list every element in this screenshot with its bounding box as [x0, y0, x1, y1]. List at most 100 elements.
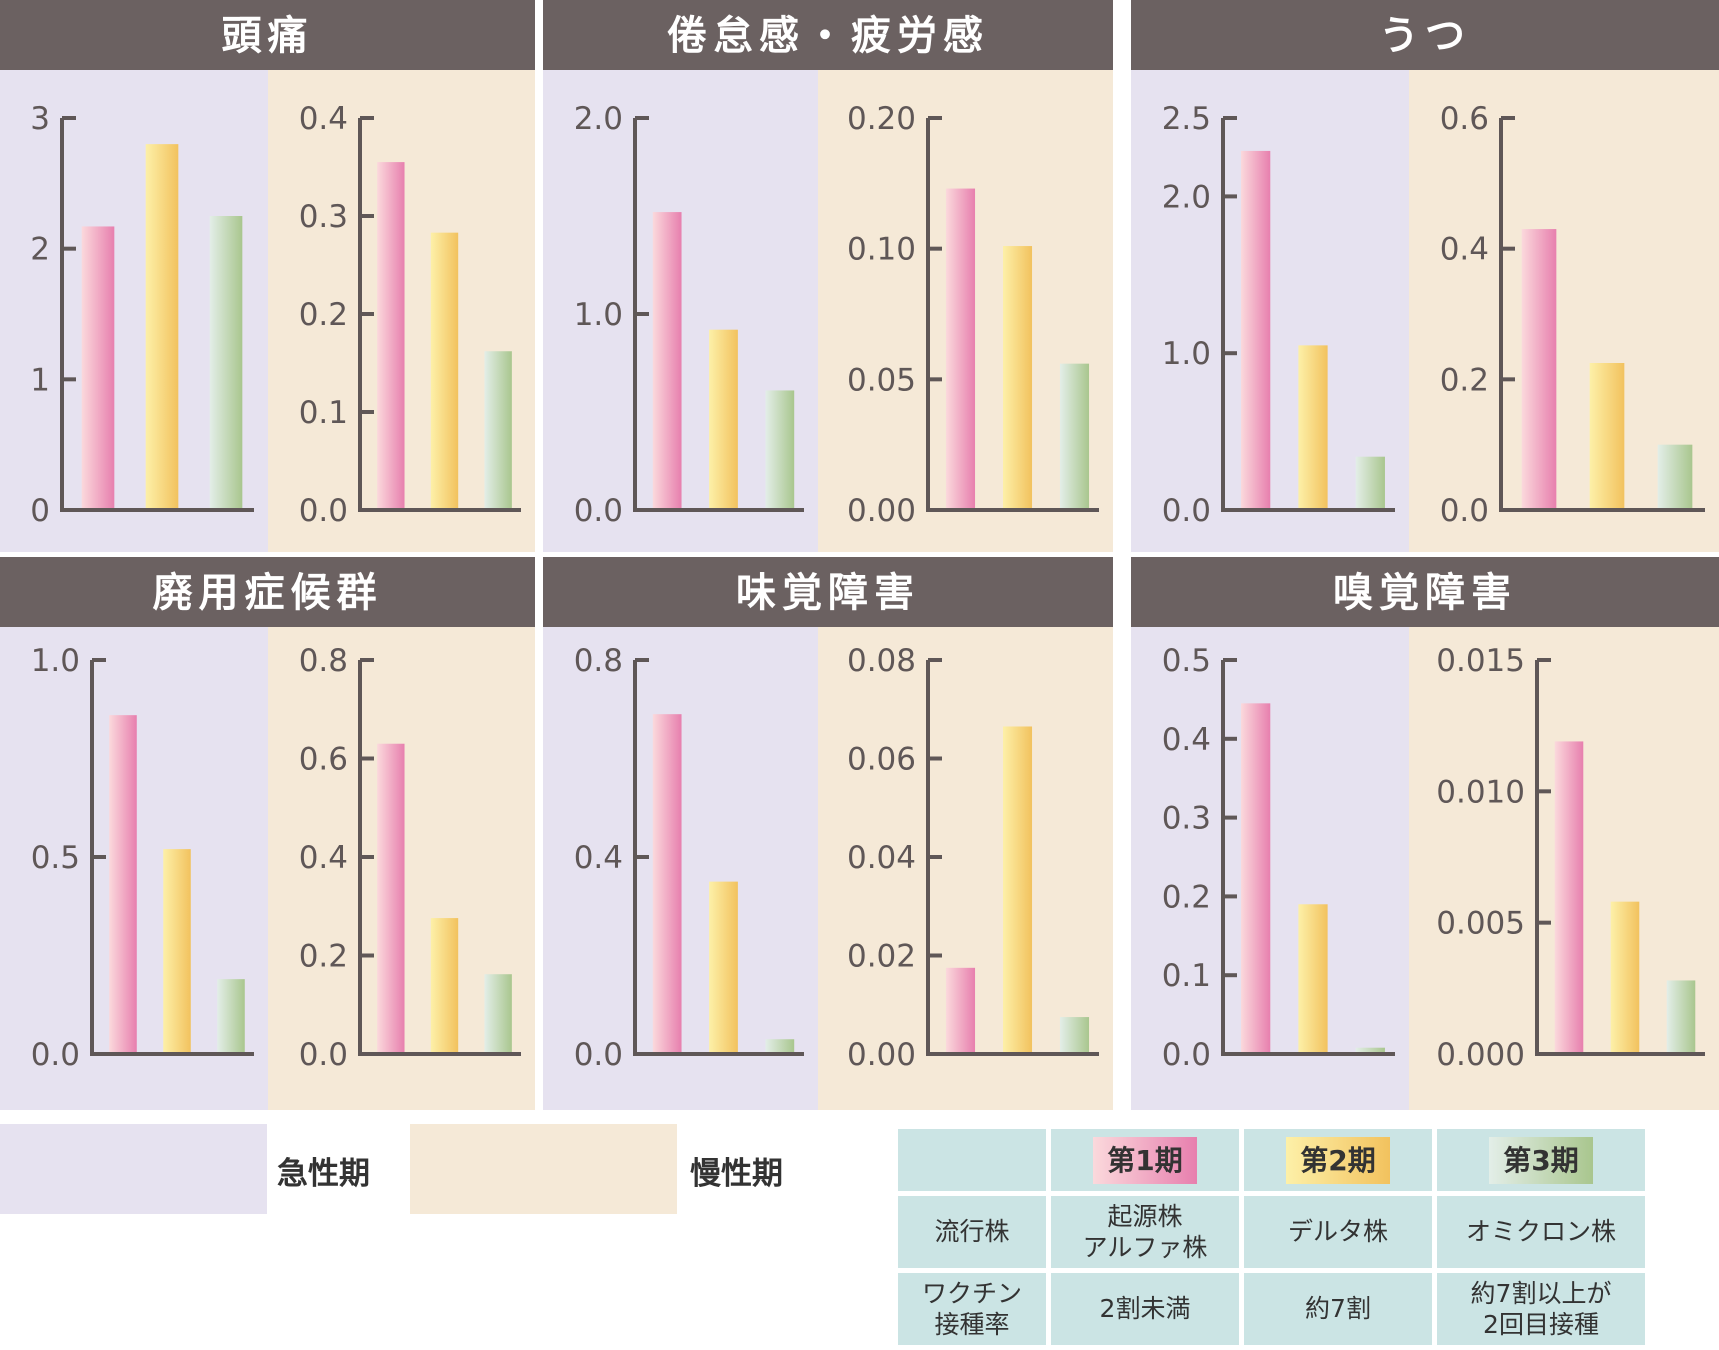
bar-phase3	[765, 1039, 795, 1052]
bar-phase3	[1059, 363, 1090, 508]
y-tick-label: 3	[30, 101, 50, 137]
y-tick-label: 0.2	[299, 297, 348, 333]
bar-phase1	[377, 162, 405, 508]
bar-phase3	[209, 216, 243, 508]
table-phase1-cell: 第1期	[1051, 1129, 1239, 1191]
y-tick-label: 1.0	[574, 297, 623, 333]
y-tick-label: 0.8	[299, 643, 348, 679]
y-tick-label: 0.6	[1440, 101, 1489, 137]
bar-phase2	[430, 232, 459, 508]
y-tick-label: 0.04	[847, 840, 916, 876]
legend-acute-swatch	[0, 1124, 267, 1214]
chart-title: 廃用症候群	[153, 570, 383, 616]
chart-header	[0, 557, 535, 627]
bar-phase3	[1666, 980, 1696, 1052]
bar-phase3	[484, 974, 512, 1052]
y-tick-label: 2.0	[1162, 179, 1211, 215]
y-tick-label: 0.5	[1162, 643, 1211, 679]
y-tick-label: 0	[30, 493, 50, 529]
y-tick-label: 0.02	[847, 939, 916, 975]
bar-phase1	[109, 715, 137, 1052]
bar-phase2	[1298, 345, 1328, 508]
strain-phase2: デルタ株	[1244, 1196, 1432, 1268]
bar-phase2	[430, 918, 459, 1052]
chart-header	[1131, 0, 1719, 70]
bar-phase2	[1610, 901, 1640, 1052]
y-tick-label: 0.0	[574, 1037, 623, 1073]
y-tick-label: 0.0	[1440, 493, 1489, 529]
bar-phase3	[484, 351, 512, 508]
chart-title: 味覚障害	[736, 570, 920, 616]
chart-title: 倦怠感・疲労感	[667, 13, 989, 59]
y-tick-label: 0.5	[31, 840, 80, 876]
y-tick-label: 2.0	[574, 101, 623, 137]
vaccine-phase3: 約7割以上が 2回目接種	[1437, 1273, 1645, 1345]
y-tick-label: 0.00	[847, 1037, 916, 1073]
y-tick-label: 0.2	[299, 939, 348, 975]
y-tick-label: 1.0	[31, 643, 80, 679]
row-strain-label: 流行株	[898, 1196, 1046, 1268]
y-tick-label: 2.5	[1162, 101, 1211, 137]
bar-phase2	[1002, 726, 1033, 1052]
strain-phase3: オミクロン株	[1437, 1196, 1645, 1268]
bar-phase1	[1241, 150, 1271, 509]
y-tick-label: 0.4	[1440, 232, 1489, 268]
vaccine-phase1: 2割未満	[1051, 1273, 1239, 1345]
chart-title: 嗅覚障害	[1333, 570, 1517, 616]
bar-phase1	[945, 188, 976, 508]
y-tick-label: 0.8	[574, 643, 623, 679]
bar-phase2	[1002, 246, 1033, 508]
y-tick-label: 0.20	[847, 101, 916, 137]
y-tick-label: 1	[30, 362, 50, 398]
chart-title: うつ	[1379, 13, 1471, 59]
phase2-tag: 第2期	[1286, 1136, 1390, 1184]
y-tick-label: 0.015	[1436, 643, 1525, 679]
y-tick-label: 0.0	[299, 1037, 348, 1073]
y-tick-label: 0.05	[847, 362, 916, 398]
bar-phase2	[163, 849, 191, 1052]
bar-phase1	[652, 212, 682, 508]
y-tick-label: 0.4	[1162, 722, 1211, 758]
bar-phase3	[1657, 444, 1693, 508]
chart-header	[543, 0, 1113, 70]
bar-phase1	[1521, 229, 1557, 509]
y-tick-label: 0.1	[299, 395, 348, 431]
y-tick-label: 0.4	[574, 840, 623, 876]
y-tick-label: 0.06	[847, 742, 916, 778]
y-tick-label: 0.4	[299, 101, 348, 137]
bar-phase2	[1298, 904, 1328, 1052]
y-tick-label: 0.0	[299, 493, 348, 529]
bar-phase1	[1554, 741, 1584, 1052]
y-tick-label: 0.3	[1162, 801, 1211, 837]
y-tick-label: 0.3	[299, 199, 348, 235]
bar-phase3	[1059, 1017, 1090, 1052]
chart-title: 頭痛	[222, 13, 314, 59]
chart-header	[1131, 557, 1719, 627]
charts-area: 頭痛 0 1 2 3 0.0 0.1 0.2 0.3 0.4 倦怠感・疲労感 0.0 1.0 2.0 0.0…	[0, 0, 1719, 1110]
bar-phase1	[1241, 703, 1271, 1052]
table-corner	[898, 1129, 1046, 1191]
bar-phase3	[217, 979, 245, 1052]
y-tick-label: 1.0	[1162, 336, 1211, 372]
y-tick-label: 0.2	[1162, 879, 1211, 915]
y-tick-label: 0.2	[1440, 362, 1489, 398]
y-tick-label: 0.10	[847, 232, 916, 268]
phase1-tag: 第1期	[1093, 1136, 1197, 1184]
legend-chronic-swatch	[410, 1124, 677, 1214]
bar-phase3	[1355, 1047, 1385, 1052]
y-tick-label: 0.1	[1162, 958, 1211, 994]
row-vaccine-label: ワクチン 接種率	[898, 1273, 1046, 1345]
legend-acute-label: 急性期	[277, 1156, 370, 1192]
y-tick-label: 0.0	[1162, 1037, 1211, 1073]
table-phase3-cell: 第3期	[1437, 1129, 1645, 1191]
bar-phase2	[1589, 363, 1625, 508]
chart-header	[0, 0, 535, 70]
y-tick-label: 0.0	[1162, 493, 1211, 529]
bar-phase1	[377, 743, 405, 1052]
vaccine-phase2: 約7割	[1244, 1273, 1432, 1345]
table-phase2-cell: 第2期	[1244, 1129, 1432, 1191]
bar-phase2	[709, 329, 738, 508]
y-tick-label: 0.0	[31, 1037, 80, 1073]
y-tick-label: 0.6	[299, 742, 348, 778]
y-tick-label: 0.005	[1436, 906, 1525, 942]
